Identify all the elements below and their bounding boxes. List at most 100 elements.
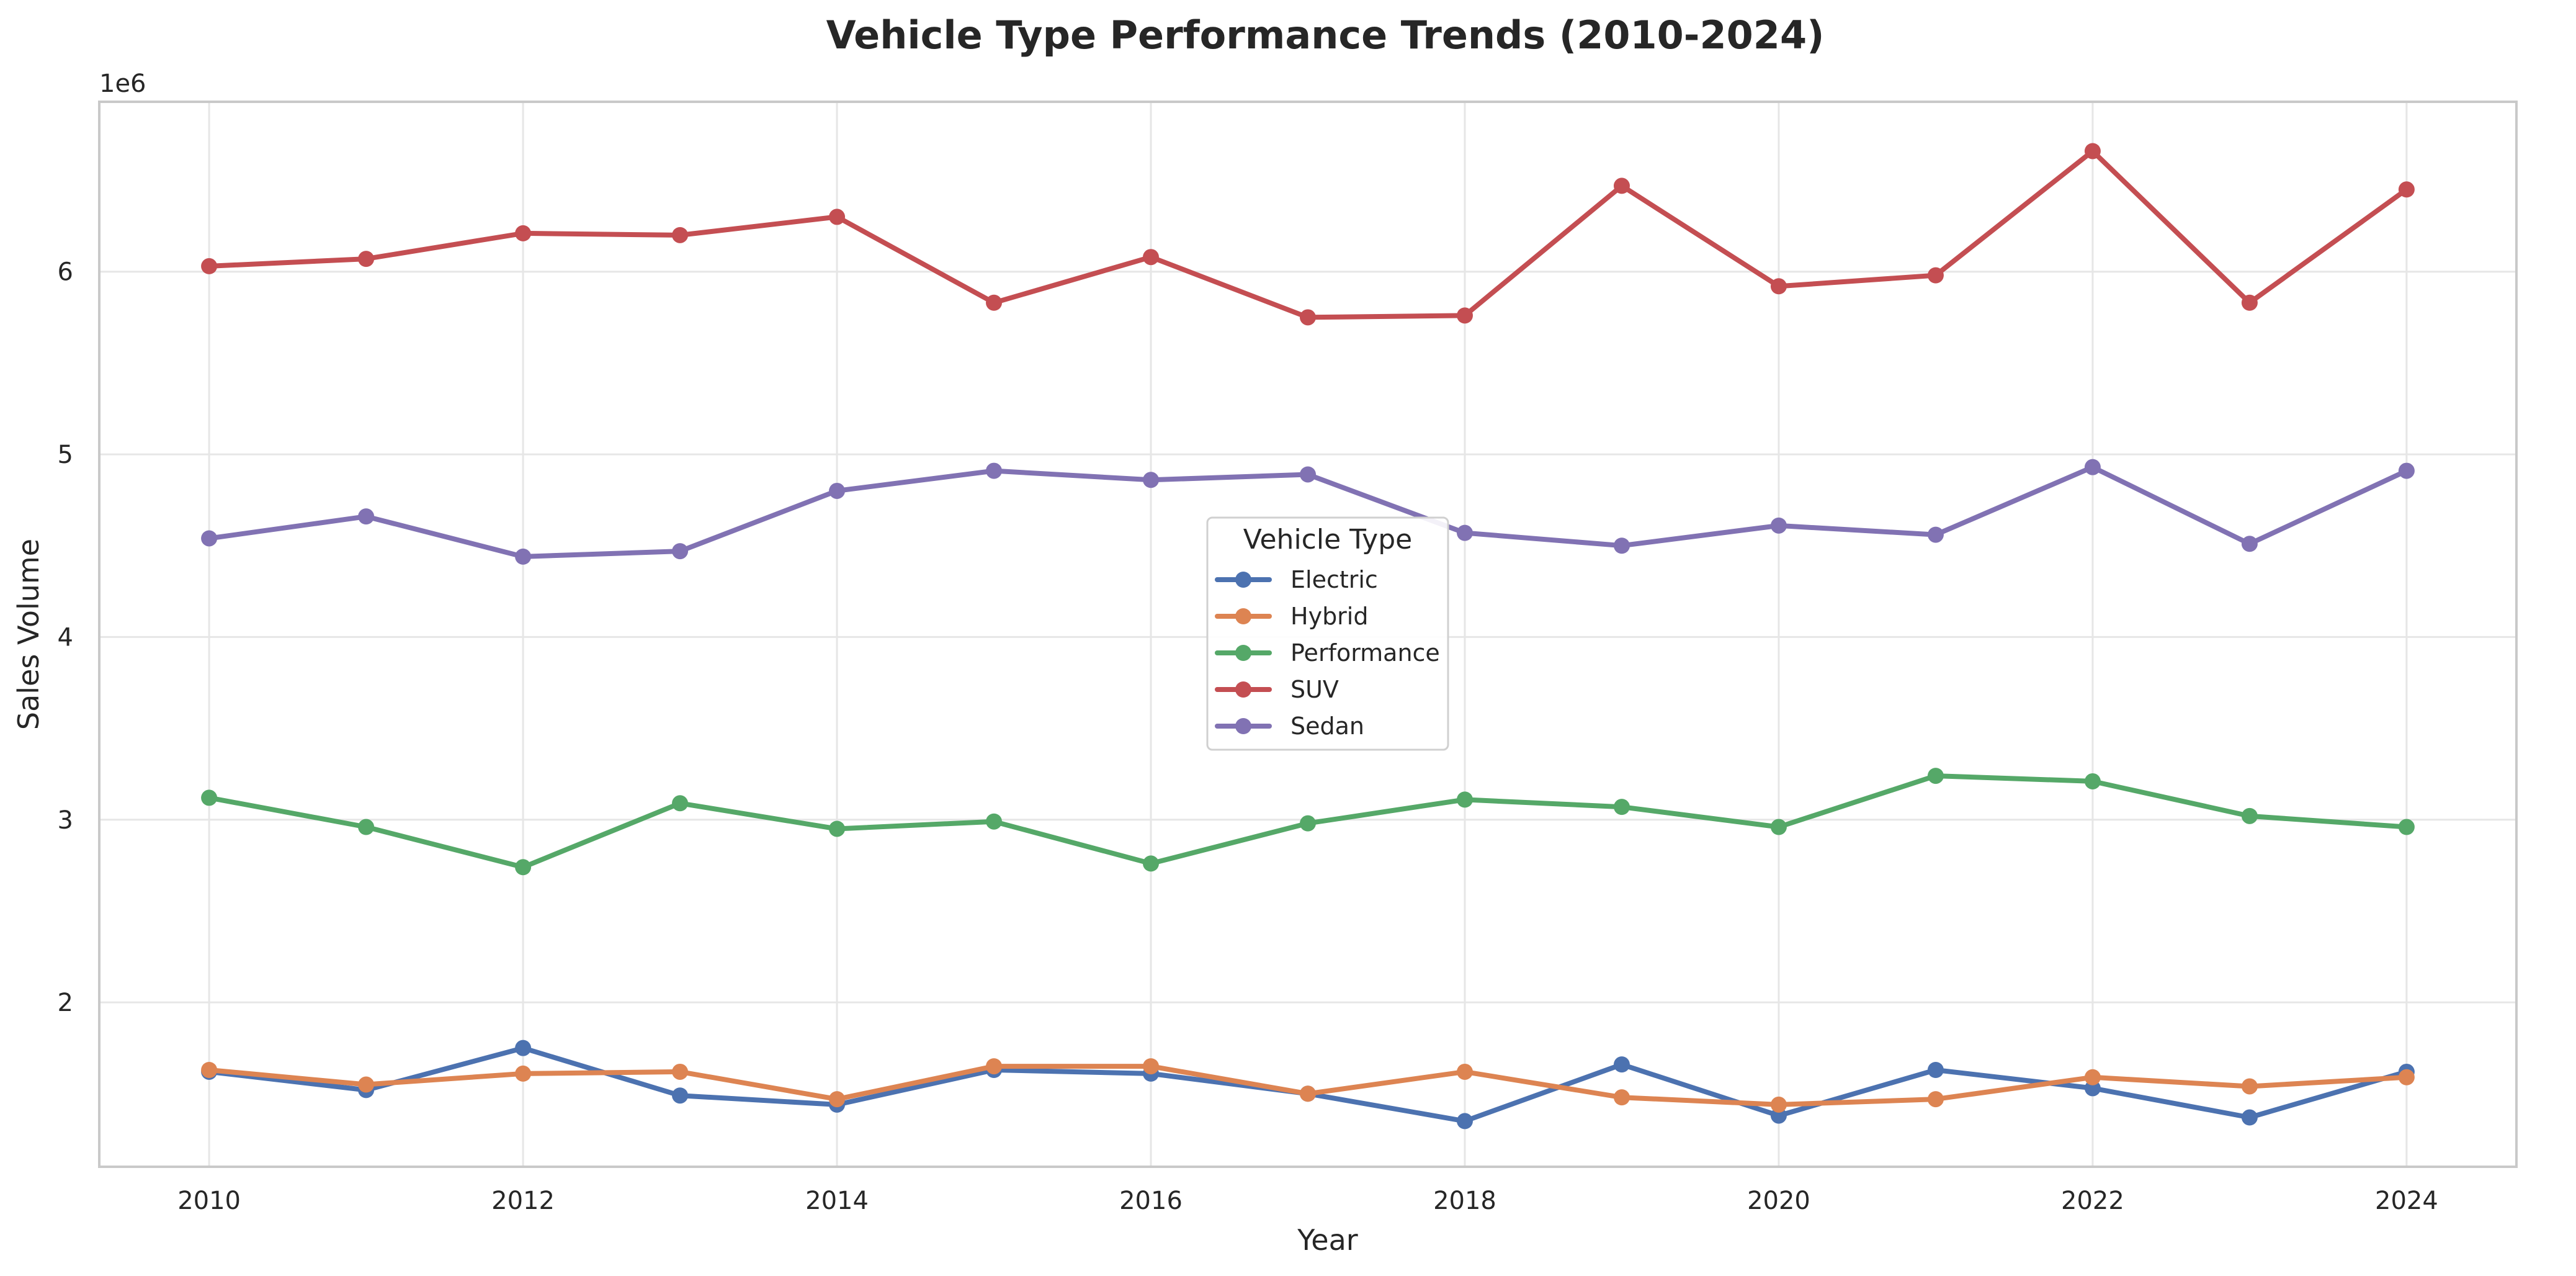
series-hybrid: [201, 1058, 2415, 1113]
legend-label: Performance: [1290, 639, 1440, 667]
data-point-suv: [358, 251, 375, 267]
legend-marker: [1235, 572, 1251, 588]
series-sedan: [201, 459, 2415, 565]
data-point-suv: [1613, 177, 1630, 194]
legend-label: Hybrid: [1290, 603, 1369, 630]
x-tick-label: 2024: [2375, 1187, 2438, 1215]
data-point-performance: [829, 820, 846, 837]
data-point-performance: [1927, 768, 1944, 784]
data-point-hybrid: [672, 1063, 689, 1080]
legend-label: SUV: [1290, 676, 1339, 703]
legend-item-suv: SUV: [1215, 676, 1339, 703]
legend-label: Sedan: [1290, 712, 1364, 740]
x-tick-label: 2018: [1433, 1187, 1496, 1215]
legend-marker: [1235, 718, 1251, 734]
data-point-suv: [1300, 309, 1316, 326]
data-point-hybrid: [986, 1058, 1003, 1075]
data-point-hybrid: [515, 1065, 532, 1082]
legend-item-sedan: Sedan: [1215, 712, 1364, 740]
data-point-sedan: [2241, 536, 2258, 552]
data-point-suv: [515, 225, 532, 241]
legend-marker: [1235, 608, 1251, 624]
data-point-hybrid: [2241, 1078, 2258, 1095]
data-point-electric: [515, 1040, 532, 1056]
series-electric: [201, 1040, 2415, 1130]
data-point-sedan: [1143, 472, 1160, 488]
data-point-suv: [201, 258, 218, 274]
legend-item-electric: Electric: [1215, 566, 1378, 593]
data-point-performance: [986, 813, 1003, 830]
x-axis-label: Year: [1297, 1223, 1357, 1257]
data-point-sedan: [1613, 537, 1630, 554]
data-point-sedan: [2084, 459, 2101, 475]
data-point-sedan: [672, 543, 689, 560]
data-point-hybrid: [1143, 1058, 1160, 1075]
data-point-sedan: [1300, 466, 1316, 483]
data-point-hybrid: [829, 1091, 846, 1108]
data-point-suv: [829, 209, 846, 225]
y-tick-label: 5: [58, 441, 73, 469]
y-tick-label: 4: [58, 623, 73, 652]
data-point-sedan: [1456, 524, 1473, 541]
data-point-performance: [201, 789, 218, 806]
data-point-hybrid: [1613, 1089, 1630, 1106]
legend-title: Vehicle Type: [1243, 524, 1412, 555]
data-point-suv: [1456, 307, 1473, 324]
data-point-performance: [2241, 807, 2258, 824]
y-offset-label: 1e6: [99, 70, 146, 98]
data-point-suv: [1143, 249, 1160, 266]
x-tick-label: 2016: [1119, 1187, 1183, 1215]
series-line-suv: [207, 148, 2409, 320]
y-tick-label: 2: [58, 989, 73, 1017]
x-tick-label: 2020: [1747, 1187, 1810, 1215]
data-point-suv: [2084, 143, 2101, 160]
x-tick-label: 2014: [805, 1187, 869, 1215]
legend-label: Electric: [1290, 566, 1378, 593]
legend-marker: [1235, 681, 1251, 698]
data-point-electric: [1927, 1062, 1944, 1078]
legend-item-performance: Performance: [1215, 639, 1440, 667]
data-point-sedan: [986, 462, 1003, 479]
data-point-sedan: [1927, 526, 1944, 543]
series-layer: [201, 143, 2415, 1130]
x-tick-label: 2012: [491, 1187, 555, 1215]
data-point-suv: [986, 294, 1003, 311]
series-suv: [201, 143, 2415, 326]
legend-marker: [1235, 645, 1251, 661]
data-point-performance: [672, 795, 689, 812]
data-point-sedan: [1770, 517, 1787, 534]
data-point-electric: [2241, 1109, 2258, 1126]
data-point-hybrid: [1456, 1063, 1473, 1080]
data-point-suv: [672, 227, 689, 243]
data-point-sedan: [201, 530, 218, 547]
data-point-performance: [515, 859, 532, 876]
data-point-performance: [1770, 819, 1787, 835]
plot-frame: [98, 101, 2518, 1168]
data-point-performance: [1300, 815, 1316, 832]
series-line-electric: [207, 1045, 2409, 1124]
data-point-hybrid: [1927, 1091, 1944, 1108]
data-point-performance: [1456, 791, 1473, 808]
x-tick-label: 2022: [2061, 1187, 2124, 1215]
series-performance: [201, 768, 2415, 876]
data-point-suv: [2241, 294, 2258, 311]
data-point-hybrid: [1770, 1096, 1787, 1113]
data-point-performance: [1143, 855, 1160, 872]
data-point-hybrid: [358, 1076, 375, 1093]
legend-item-hybrid: Hybrid: [1215, 603, 1369, 630]
legend-items: Electric Hybrid Performance SUV Sedan: [1215, 566, 1440, 740]
data-point-performance: [2398, 819, 2415, 835]
data-point-performance: [2084, 773, 2101, 789]
data-point-electric: [1613, 1056, 1630, 1073]
legend: Vehicle Type Electric Hybrid Performance SU…: [1206, 516, 1449, 751]
y-tick-label: 3: [58, 806, 73, 835]
data-point-electric: [1456, 1113, 1473, 1130]
data-point-performance: [358, 819, 375, 835]
data-point-hybrid: [2398, 1069, 2415, 1085]
data-point-hybrid: [2084, 1069, 2101, 1085]
data-point-suv: [1927, 267, 1944, 284]
data-point-performance: [1613, 799, 1630, 815]
data-point-suv: [1770, 278, 1787, 295]
